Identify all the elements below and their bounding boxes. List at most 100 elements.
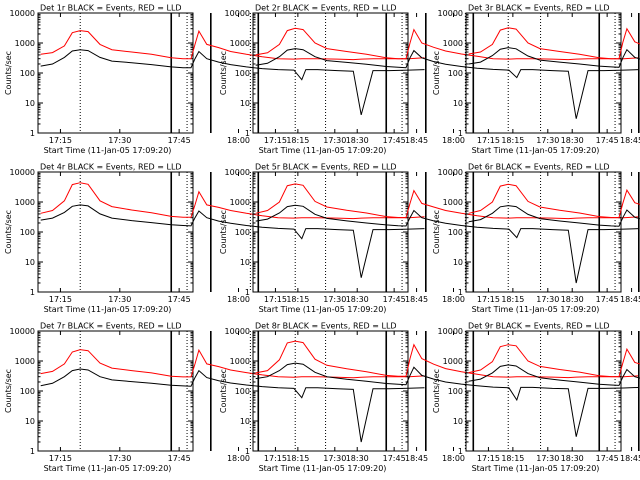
y-axis-label: Counts/sec [219,369,228,413]
panel-title: Det 8r BLACK = Events, RED = LLD [255,322,397,331]
x-tick-label: 18:15 [286,136,309,145]
panel-title: Det 2r BLACK = Events, RED = LLD [255,4,397,13]
x-tick-label: 17:15 [477,454,500,463]
y-tick-label: 10000 [438,9,463,18]
x-tick-label: 18:30 [346,454,369,463]
y-tick-label: 100 [20,228,35,237]
panel-2: Det 2r BLACK = Events, RED = LLD 1 10 100 10… [219,4,640,156]
y-tick-label: 1 [245,129,250,138]
x-axis-label: Start Time (11-Jan-05 17:09:20) [472,464,600,473]
x-tick-label: 18:15 [501,295,524,304]
y-tick-label: 1000 [230,357,250,366]
x-tick-label: 18:30 [561,295,584,304]
panel-6: Det 6r BLACK = Events, RED = LLD 1 10 100 10… [432,163,640,314]
y-axis-label: Counts/sec [4,51,13,95]
x-tick-label: 18:00 [442,454,465,463]
x-tick-label: 17:30 [323,136,346,145]
x-tick-label: 17:45 [596,295,619,304]
x-tick-label: 18:30 [346,295,369,304]
series-line-lld [40,348,425,379]
x-tick-label: 17:45 [383,136,406,145]
x-tick-label: 18:30 [561,454,584,463]
panel-title: Det 3r BLACK = Events, RED = LLD [468,4,610,13]
panel-title: Det 1r BLACK = Events, RED = LLD [40,4,182,13]
series-line-events [255,48,640,119]
panel-title: Det 5r BLACK = Events, RED = LLD [255,163,397,172]
panel-title: Det 4r BLACK = Events, RED = LLD [40,163,182,172]
x-axis-label: Start Time (11-Jan-05 17:09:20) [259,305,387,314]
x-tick-label: 18:45 [620,136,640,145]
y-tick-label: 1000 [15,198,35,207]
y-tick-label: 100 [448,387,463,396]
series-line-lld [468,183,640,218]
series-line-events [468,205,640,227]
y-tick-label: 1 [245,447,250,456]
x-tick-label: 18:45 [405,295,428,304]
y-axis-label: Counts/sec [219,51,228,95]
y-tick-label: 100 [448,228,463,237]
y-tick-label: 1000 [15,357,35,366]
y-tick-label: 100 [20,387,35,396]
x-axis-label: Start Time (11-Jan-05 17:09:20) [259,464,387,473]
y-tick-label: 10 [25,258,35,267]
y-tick-label: 1 [458,447,463,456]
x-tick-label: 17:30 [323,454,346,463]
x-tick-label: 17:45 [596,454,619,463]
x-tick-label: 18:00 [442,136,465,145]
y-tick-label: 10000 [10,327,35,336]
series-line-lld [40,182,425,220]
panel-grid: Det 1r BLACK = Events, RED = LLD 1 10 100 10… [4,4,640,474]
x-axis-label: Start Time (11-Jan-05 17:09:20) [472,305,600,314]
y-tick-label: 10 [453,258,463,267]
panel-7: Det 7r BLACK = Events, RED = LLD 1 10 100 10… [4,322,428,474]
x-tick-label: 18:00 [227,454,250,463]
panel-3: Det 3r BLACK = Events, RED = LLD 1 10 100 10… [432,4,640,155]
series-line-lld [255,340,640,379]
x-tick-label: 17:30 [536,295,559,304]
x-tick-label: 17:45 [168,295,191,304]
x-tick-label: 18:00 [227,295,250,304]
x-tick-label: 17:30 [108,454,131,463]
x-tick-label: 17:45 [383,295,406,304]
series-line-events [255,362,640,437]
x-tick-label: 18:45 [405,136,428,145]
x-tick-label: 18:45 [620,295,640,304]
panel-title: Det 6r BLACK = Events, RED = LLD [468,163,610,172]
y-tick-label: 10000 [225,9,250,18]
x-tick-label: 17:30 [323,295,346,304]
x-tick-label: 18:15 [286,454,309,463]
x-tick-label: 18:45 [405,454,428,463]
x-tick-label: 17:15 [264,295,287,304]
x-tick-label: 18:00 [227,136,250,145]
series-line-events [40,368,425,443]
x-axis-label: Start Time (11-Jan-05 17:09:20) [44,146,172,155]
y-axis-label: Counts/sec [432,210,441,254]
x-axis-label: Start Time (11-Jan-05 17:09:20) [44,464,172,473]
y-tick-label: 100 [235,228,250,237]
panel-1: Det 1r BLACK = Events, RED = LLD 1 10 100 10… [4,4,428,156]
x-tick-label: 18:45 [620,454,640,463]
series-line-lld [468,27,640,60]
series-line-events [40,204,425,278]
x-tick-label: 17:30 [108,136,131,145]
y-tick-label: 10 [25,417,35,426]
x-axis-label: Start Time (11-Jan-05 17:09:20) [259,146,387,155]
y-tick-label: 1000 [15,39,35,48]
series-line-lld [40,29,425,61]
y-tick-label: 10000 [225,327,250,336]
y-tick-label: 1 [245,288,250,297]
x-tick-label: 18:15 [286,295,309,304]
series-line-events [468,364,640,386]
y-tick-label: 10 [240,258,250,267]
series-line-lld [468,344,640,378]
y-tick-label: 10 [240,99,250,108]
series-line-events [468,47,640,68]
y-tick-label: 1000 [443,39,463,48]
x-axis-label: Start Time (11-Jan-05 17:09:20) [44,305,172,314]
series-line-events [255,204,640,284]
y-tick-label: 1000 [443,357,463,366]
y-tick-label: 1 [30,129,35,138]
x-tick-label: 17:45 [383,454,406,463]
